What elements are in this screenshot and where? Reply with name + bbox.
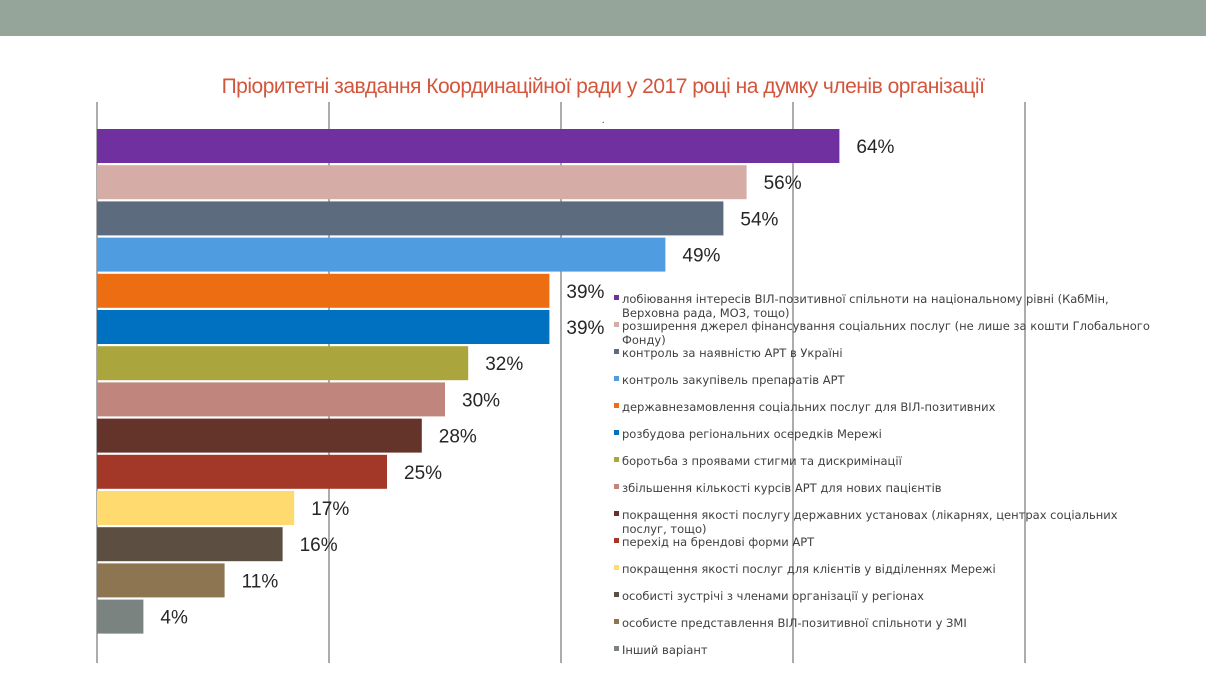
legend-marker [614, 592, 619, 597]
legend-marker [614, 511, 619, 516]
legend-marker [614, 457, 619, 462]
bar-value-label: 30% [462, 390, 500, 411]
bar-value-label: 17% [311, 499, 349, 520]
bar-value-label: 64% [856, 137, 894, 158]
legend-marker [614, 295, 619, 300]
legend-item: Інший варіант [622, 643, 708, 657]
bar [97, 346, 469, 381]
bar-value-label: 54% [740, 209, 778, 230]
bar [97, 201, 724, 236]
bar-value-label: 32% [485, 354, 523, 375]
legend-item: особисті зустрічі з членами організації … [622, 589, 924, 603]
legend-marker [614, 322, 619, 327]
legend-marker [614, 538, 619, 543]
legend-marker [614, 376, 619, 381]
bar [97, 599, 144, 634]
legend-marker [614, 349, 619, 354]
legend-item: контроль за наявністю АРТ в Україні [622, 346, 843, 360]
legend-item: покращення якості послуг для клієнтів у … [622, 562, 996, 576]
bar-value-label: 11% [242, 571, 279, 592]
legend-item: контроль закупівель препаратів АРТ [622, 373, 846, 387]
legend-marker [614, 403, 619, 408]
bar-value-label: 39% [566, 282, 604, 303]
legend-marker [614, 565, 619, 570]
bar [97, 165, 747, 200]
top-decorative-band [0, 0, 1206, 36]
legend-item: перехід на брендові форми АРТ [622, 535, 815, 549]
bar-value-label: 39% [566, 318, 604, 339]
bar [97, 382, 445, 417]
legend-item: особисте представлення ВІЛ-позитивної сп… [622, 616, 967, 630]
bar [97, 491, 295, 525]
bar [97, 418, 422, 453]
legend-marker [614, 430, 619, 435]
bar-value-label: 4% [160, 608, 188, 629]
bar-value-label: 25% [404, 463, 442, 484]
bar [97, 129, 840, 163]
bar [97, 273, 550, 308]
bar [97, 563, 225, 598]
legend-marker [614, 484, 619, 489]
bar [97, 454, 387, 489]
legend-item: покращення якості послугу державних уста… [622, 508, 1118, 536]
bar-value-label: 28% [439, 427, 477, 448]
legend-item: боротьба з проявами стигми та дискриміна… [622, 454, 903, 468]
bar [97, 527, 283, 562]
legend-item: розбудова регіональних осередків Мережі [622, 427, 882, 441]
legend-item: збільшення кількості курсів АРТ для нови… [622, 481, 942, 495]
legend-marker [614, 646, 619, 651]
bar-value-label: 16% [300, 535, 338, 556]
legend-item: розширення джерел фінансування соціальни… [622, 319, 1150, 347]
bar [97, 237, 666, 272]
chart-annotation: . [602, 114, 605, 126]
legend-item: державнезамовлення соціальних послуг для… [622, 400, 996, 414]
bar-value-label: 56% [764, 173, 802, 194]
legend-marker [614, 619, 619, 624]
chart-title: Пріоритетні завдання Координаційної ради… [221, 75, 985, 98]
legend-item: лобіювання інтересів ВІЛ-позитивної спіл… [622, 292, 1109, 320]
bar-value-label: 49% [682, 246, 720, 267]
bar [97, 310, 550, 344]
